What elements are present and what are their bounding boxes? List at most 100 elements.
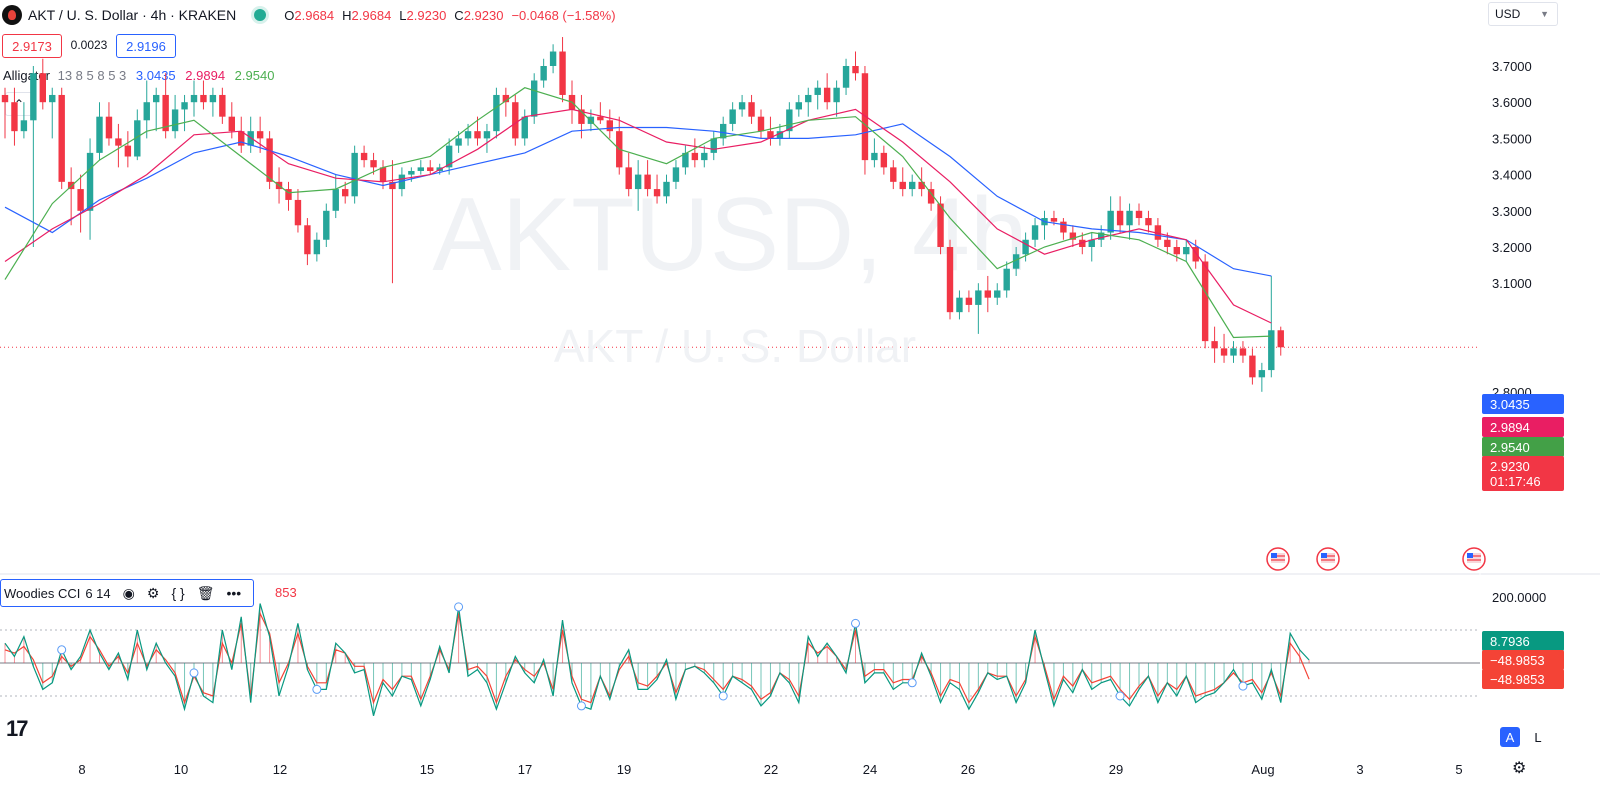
chevron-up-icon: ⌃: [13, 97, 25, 111]
candle-body: [134, 120, 141, 157]
candle-body: [984, 290, 991, 298]
cci-cross-marker: [851, 618, 860, 628]
candle-body: [738, 102, 746, 110]
collapse-legend-button[interactable]: ⌃: [5, 92, 33, 116]
settings-icon[interactable]: ⚙: [146, 584, 160, 601]
candle-body: [1098, 232, 1105, 240]
alligator-legend[interactable]: Alligator 13 8 5 8 5 3 3.0435 2.9894 2.9…: [3, 68, 274, 83]
candle-body: [86, 152, 94, 211]
last-price-value: 2.9230: [1490, 458, 1530, 474]
ohlc-low: L2.9230: [399, 7, 447, 23]
candle-body: [1012, 254, 1020, 269]
candle-body: [852, 66, 859, 74]
us-flag-event-icon[interactable]: [1266, 547, 1290, 571]
candle-body: [304, 225, 311, 255]
cci-params: 6 14: [85, 585, 111, 601]
candle-body: [181, 102, 188, 110]
candle-body: [20, 120, 28, 132]
price-tick-label: 3.1000: [1492, 276, 1532, 291]
cci-pane: 200.0000: [0, 590, 1546, 716]
cci-turbo-label-2: −48.9853: [1482, 669, 1564, 689]
candle-body: [417, 167, 424, 171]
cci-label: Woodies CCI: [4, 585, 81, 601]
price-tick-label: 3.2000: [1492, 240, 1532, 255]
alligator-lips-value: 2.9540: [234, 68, 275, 83]
candle-body: [256, 131, 264, 139]
cci-line: [4, 603, 1310, 716]
candle-body: [729, 109, 736, 124]
time-tick-label: 12: [273, 762, 287, 777]
candle-body: [408, 170, 415, 175]
tradingview-logo[interactable]: 17: [6, 716, 29, 741]
candle-body: [512, 102, 519, 139]
time-axis[interactable]: 8 10 12 15 17 19 22 24 26 29 Aug 3 5: [78, 762, 1462, 777]
candle-body: [672, 167, 680, 182]
gear-icon[interactable]: ⚙: [1512, 760, 1527, 777]
candle-body: [1107, 210, 1114, 233]
price-axis[interactable]: 3.7000 3.6000 3.5000 3.4000 3.3000 3.2000 3.10…: [1492, 59, 1532, 400]
candle-body: [58, 94, 65, 182]
candle-body: [162, 94, 169, 132]
candle-body: [39, 73, 46, 103]
candle-body: [77, 189, 84, 211]
candle-body: [946, 247, 954, 313]
last-price-label: 2.9230 01:17:46: [1482, 456, 1564, 491]
cci-legend[interactable]: Woodies CCI 6 14 ◉ ⚙ { } 🗑 •••: [0, 579, 255, 607]
buy-price-box[interactable]: 2.9196: [116, 34, 176, 58]
candle-body: [219, 94, 226, 117]
candle-body: [190, 94, 198, 103]
candle-body: [1, 94, 9, 103]
time-tick-label: 10: [174, 762, 188, 777]
ohlc-high: H2.9684: [342, 7, 392, 23]
candle-body: [691, 152, 699, 161]
candle-body: [1031, 225, 1039, 240]
candle-body: [975, 290, 982, 305]
delete-icon[interactable]: 🗑: [196, 584, 215, 601]
source-code-icon[interactable]: { }: [171, 585, 185, 601]
log-scale-button[interactable]: L: [1534, 729, 1542, 745]
candle-body: [606, 120, 613, 132]
candle-body: [918, 181, 925, 190]
cci-cross-marker: [576, 701, 586, 711]
candle-body: [171, 109, 179, 132]
candle-body: [493, 94, 500, 132]
us-flag-event-icon[interactable]: [1462, 547, 1486, 571]
candle-body: [455, 138, 462, 146]
candle-body: [965, 297, 973, 305]
candle-body: [757, 116, 765, 132]
currency-select[interactable]: USD ▼: [1488, 2, 1558, 26]
candle-body: [1230, 348, 1237, 356]
candle-body: [96, 116, 103, 153]
candle-body: [445, 145, 453, 168]
candle-body: [842, 66, 850, 88]
time-tick-label: 26: [961, 762, 975, 777]
candle-body: [871, 152, 878, 161]
time-tick-label: 17: [518, 762, 532, 777]
cci-tick-label: 200.0000: [1492, 590, 1546, 605]
currency-label: USD: [1495, 7, 1521, 21]
eye-icon[interactable]: ◉: [122, 584, 135, 601]
cci-value-label: 8.7936: [1482, 631, 1564, 651]
time-tick-label: 15: [420, 762, 434, 777]
cci-value-tail: 853: [275, 585, 297, 600]
symbol-header: AKT / U. S. Dollar · 4h · KRAKEN O2.9684…: [0, 0, 616, 30]
sell-price-box[interactable]: 2.9173: [2, 34, 62, 58]
candle-body: [1079, 239, 1086, 247]
candle-body: [1069, 232, 1077, 240]
candle-body: [474, 131, 481, 139]
more-icon[interactable]: •••: [226, 585, 242, 601]
time-tick-label: 19: [617, 762, 631, 777]
market-status-icon[interactable]: [254, 9, 267, 21]
us-flag-event-icon[interactable]: [1316, 547, 1340, 571]
candle-body: [1145, 218, 1152, 226]
candle-body: [682, 152, 689, 168]
cci-cross-marker: [57, 645, 67, 655]
cci-cross-marker: [312, 684, 322, 694]
time-tick-label: 5: [1455, 762, 1462, 777]
auto-scale-button[interactable]: A: [1500, 727, 1520, 747]
time-tick-label: 24: [863, 762, 877, 777]
candle-body: [398, 174, 406, 190]
symbol-title[interactable]: AKT / U. S. Dollar · 4h · KRAKEN: [28, 7, 237, 23]
candle-body: [1239, 348, 1247, 356]
